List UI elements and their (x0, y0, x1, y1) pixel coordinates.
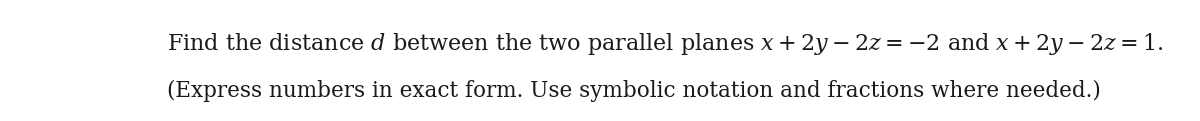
Text: (Express numbers in exact form. Use symbolic notation and fractions where needed: (Express numbers in exact form. Use symb… (167, 80, 1100, 102)
Text: Find the distance $d$ between the two parallel planes $x + 2y - 2z = {-2}$ and $: Find the distance $d$ between the two pa… (167, 31, 1163, 57)
